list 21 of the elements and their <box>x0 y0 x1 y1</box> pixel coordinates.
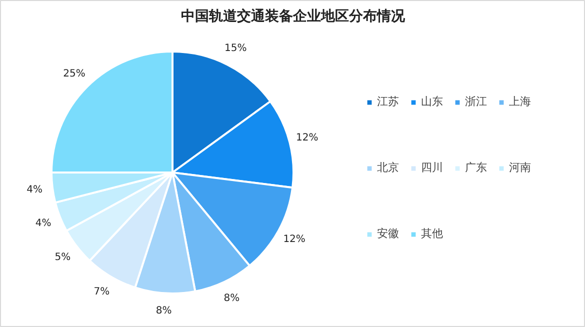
data-label: 12% <box>283 234 306 245</box>
legend-label: 江苏 <box>377 94 399 109</box>
legend-label: 山东 <box>421 94 443 109</box>
data-label: 15% <box>224 43 247 54</box>
legend-label: 北京 <box>377 160 399 175</box>
data-label: 12% <box>296 132 318 144</box>
chart-title: 中国轨道交通装备企业地区分布情况 <box>181 8 406 24</box>
legend-label: 广东 <box>465 160 487 175</box>
data-label: 8% <box>156 306 172 317</box>
data-label: 7% <box>94 286 110 298</box>
legend-label: 其他 <box>421 226 443 241</box>
data-label: 25% <box>63 68 86 80</box>
legend-label: 四川 <box>421 160 443 175</box>
data-label: 4% <box>26 184 43 196</box>
data-label: 8% <box>224 292 240 304</box>
legend-label: 浙江 <box>465 94 487 109</box>
data-label: 5% <box>54 252 71 264</box>
legend-label: 安徽 <box>377 226 399 241</box>
legend-label: 河南 <box>509 160 531 175</box>
data-label: 4% <box>35 218 52 230</box>
legend-label: 上海 <box>509 94 531 109</box>
